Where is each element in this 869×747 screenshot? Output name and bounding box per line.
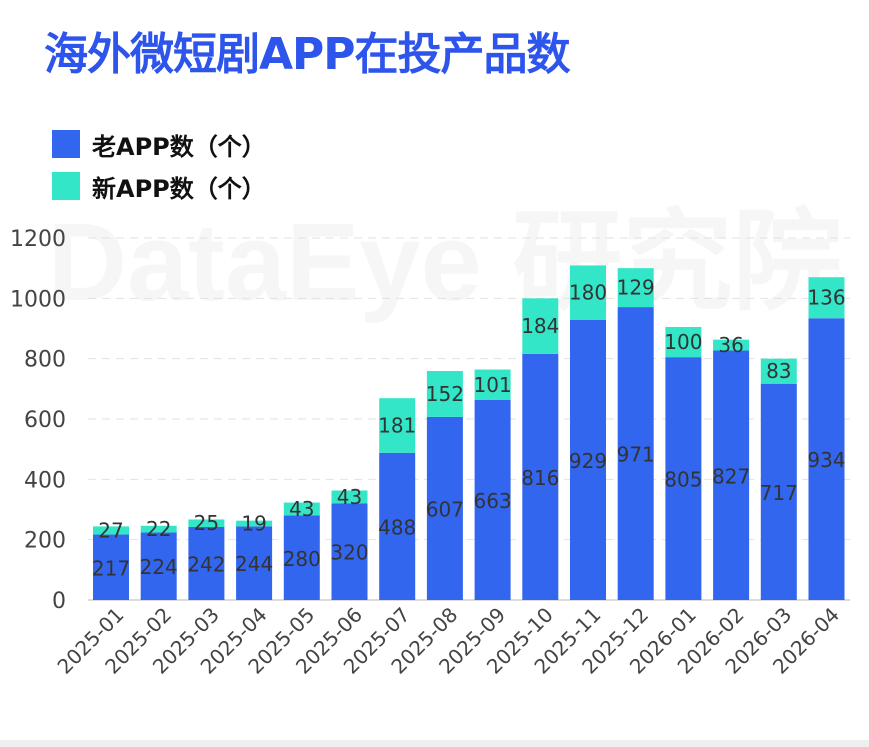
- bar-old-app: [426, 416, 463, 600]
- data-label-new: 100: [664, 330, 702, 354]
- watermark: DataEye 研究院: [48, 201, 843, 324]
- data-label-new: 27: [98, 518, 123, 542]
- bar-old-app: [570, 319, 606, 600]
- legend-label-old: 老APP数（个）: [92, 132, 266, 161]
- y-tick-label: 600: [24, 408, 66, 433]
- data-label-old: 320: [330, 541, 368, 565]
- data-label-new: 43: [337, 485, 362, 509]
- bar-old-app: [522, 353, 559, 600]
- bar-new-app: [617, 268, 654, 308]
- data-label-old: 934: [807, 448, 845, 472]
- data-labels: 217 27 224 22 242 25 244 19 280 43 320 43 488 181 607 1…: [92, 276, 846, 581]
- bar-new-app: [426, 371, 463, 417]
- data-label-old: 971: [617, 443, 655, 467]
- bar-old-app: [379, 452, 416, 600]
- bar-new-app: [331, 490, 368, 504]
- data-label-old: 929: [569, 449, 607, 473]
- bar-new-app: [379, 398, 416, 453]
- data-label-new: 25: [194, 511, 219, 535]
- data-label-old: 217: [92, 556, 130, 580]
- bars: [93, 265, 845, 600]
- data-label-old: 816: [521, 466, 559, 490]
- bar-new-app: [140, 525, 177, 533]
- data-label-old: 488: [378, 515, 416, 539]
- data-label-new: 136: [807, 286, 845, 310]
- bar-new-app: [474, 369, 511, 400]
- data-label-old: 805: [664, 468, 702, 492]
- bar-old-app: [474, 399, 511, 600]
- y-axis-ticks: 0 200 400 600 800 1000 1200: [10, 227, 66, 614]
- bar-new-app: [188, 519, 225, 527]
- legend-label-new: 新APP数（个）: [92, 174, 266, 203]
- bar-new-app: [808, 277, 845, 319]
- bar-new-app: [93, 526, 129, 535]
- bar-new-app: [570, 265, 606, 320]
- bar-new-app: [713, 339, 750, 351]
- data-label-new: 129: [617, 276, 655, 300]
- bar-new-app: [665, 326, 702, 358]
- data-label-new: 184: [521, 314, 559, 338]
- bar-new-app: [760, 358, 797, 384]
- bar-old-app: [140, 532, 177, 600]
- bar-old-app: [617, 307, 654, 600]
- bar-old-app: [236, 526, 273, 600]
- y-tick-label: 400: [24, 468, 66, 493]
- legend-item-old: 老APP数（个）: [52, 128, 266, 161]
- chart-title: 海外微短剧APP在投产品数: [44, 29, 571, 80]
- data-label-old: 663: [474, 489, 512, 513]
- y-tick-label: 200: [24, 529, 66, 554]
- data-label-old: 280: [283, 547, 321, 571]
- data-label-new: 43: [289, 497, 314, 521]
- legend-swatch-old: [52, 130, 80, 158]
- data-label-old: 607: [426, 497, 464, 521]
- legend-item-new: 新APP数（个）: [52, 170, 266, 203]
- data-label-new: 180: [569, 281, 607, 305]
- bottom-divider: [0, 740, 869, 747]
- x-axis-ticks: 2025-012025-022025-032025-042025-052025-…: [52, 603, 844, 679]
- bar-old-app: [283, 515, 320, 600]
- bar-new-app: [283, 502, 320, 516]
- bar-old-app: [93, 534, 129, 600]
- data-label-new: 101: [474, 373, 512, 397]
- data-label-new: 152: [426, 382, 464, 406]
- bar-new-app: [522, 298, 559, 354]
- data-label-old: 827: [712, 464, 750, 488]
- data-label-new: 19: [241, 512, 266, 536]
- data-label-old: 717: [760, 481, 798, 505]
- bar-old-app: [188, 526, 225, 600]
- y-tick-label: 1000: [10, 287, 66, 312]
- data-label-new: 181: [378, 413, 416, 437]
- bar-old-app: [331, 503, 368, 600]
- bar-old-app: [760, 383, 797, 600]
- data-label-new: 83: [766, 359, 791, 383]
- data-label-new: 22: [146, 517, 171, 541]
- data-label-old: 242: [187, 552, 225, 576]
- bar-old-app: [808, 318, 845, 600]
- data-label-old: 244: [235, 552, 273, 576]
- data-label-new: 36: [718, 333, 743, 357]
- bar-old-app: [665, 357, 702, 600]
- data-label-old: 224: [140, 555, 178, 579]
- y-tick-label: 0: [52, 589, 66, 614]
- legend-swatch-new: [52, 172, 80, 200]
- y-tick-label: 800: [24, 348, 66, 373]
- y-tick-label: 1200: [10, 227, 66, 252]
- bar-old-app: [713, 350, 750, 600]
- bar-new-app: [236, 520, 273, 527]
